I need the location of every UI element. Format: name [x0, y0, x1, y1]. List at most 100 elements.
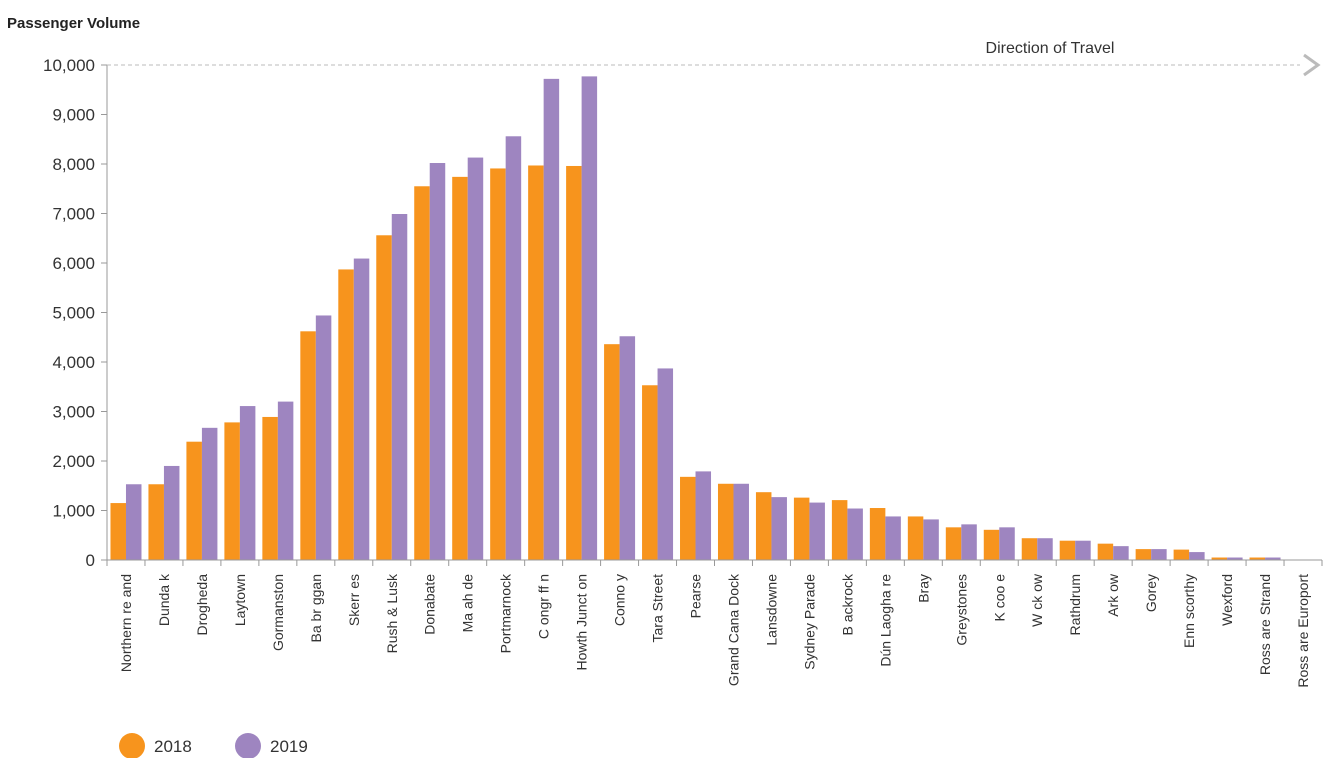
x-tick-label: Rathdrum	[1067, 574, 1083, 635]
bar-2019-27	[1113, 546, 1129, 560]
x-tick-label: Pearse	[688, 574, 704, 619]
y-tick-label: 9,000	[52, 106, 95, 125]
bar-2018-10	[452, 176, 468, 560]
bar-2018-30	[1211, 557, 1228, 560]
bar-2019-10	[467, 157, 484, 560]
y-tick-label: 8,000	[52, 155, 95, 174]
bar-2019-15	[657, 368, 674, 560]
x-tick-label: Bray	[915, 574, 931, 603]
x-tick-label: K coo e	[991, 574, 1007, 622]
x-tick-label: Laytown	[232, 574, 248, 626]
x-tick-label: Howth Junct on	[574, 574, 590, 671]
bar-2018-29	[1173, 549, 1190, 560]
y-tick-label: 2,000	[52, 452, 95, 471]
y-tick-label: 3,000	[52, 403, 95, 422]
bar-2018-19	[793, 497, 810, 560]
x-tick-label: Dún Laogha re	[877, 574, 893, 667]
bar-2019-3	[201, 427, 218, 560]
bar-2018-8	[376, 235, 392, 560]
y-tick-label: 1,000	[52, 502, 95, 521]
bar-2018-13	[566, 165, 582, 561]
y-tick-label: 7,000	[52, 205, 95, 224]
x-tick-label: Drogheda	[194, 574, 210, 636]
bar-2019-26	[1075, 540, 1091, 560]
x-tick-label: Ark ow	[1105, 573, 1121, 617]
x-tick-label: Gorey	[1143, 574, 1159, 612]
bar-2019-30	[1227, 557, 1243, 560]
bar-2018-24	[983, 529, 1000, 560]
bar-2019-2	[163, 465, 180, 560]
bar-2019-1	[125, 484, 142, 560]
bar-2018-20	[831, 500, 848, 560]
bar-2019-16	[695, 471, 712, 560]
legend-label-2019: 2019	[270, 737, 308, 756]
bar-2019-22	[923, 519, 939, 560]
bar-2018-15	[642, 385, 658, 560]
x-tick-label: Ross are Europort	[1295, 574, 1311, 688]
bar-2018-21	[869, 508, 886, 560]
bar-2019-11	[505, 136, 522, 560]
bar-2019-9	[429, 163, 446, 560]
bar-2018-3	[186, 441, 202, 560]
x-tick-label: B ackrock	[839, 573, 855, 635]
bar-2019-14	[619, 336, 636, 560]
x-tick-label: Gormanston	[270, 574, 286, 651]
x-tick-label: Conno y	[612, 574, 628, 626]
y-tick-label: 5,000	[52, 304, 95, 323]
x-tick-label: Enn scorthy	[1181, 574, 1197, 648]
x-tick-label: Ba br ggan	[308, 574, 324, 643]
bar-2018-25	[1021, 538, 1038, 560]
bar-2018-5	[262, 416, 278, 560]
bar-2019-5	[277, 401, 294, 560]
bar-2018-26	[1059, 540, 1076, 560]
bar-2019-6	[315, 315, 332, 560]
x-tick-label: Lansdowne	[763, 574, 779, 646]
x-tick-label: Portmarnock	[498, 573, 514, 653]
bar-2019-21	[885, 516, 901, 560]
bar-2019-19	[809, 502, 825, 560]
bar-2019-12	[543, 78, 560, 561]
bar-2018-12	[528, 165, 544, 561]
legend-swatch-2018	[119, 733, 145, 758]
direction-arrow-icon	[1303, 53, 1321, 77]
x-tick-label: Skerr es	[346, 574, 362, 626]
bar-2018-2	[148, 484, 164, 560]
x-tick-label: Greystones	[953, 574, 969, 646]
x-tick-label: Ross are Strand	[1257, 574, 1273, 675]
bar-2019-29	[1189, 552, 1205, 560]
bar-2019-24	[999, 527, 1015, 560]
bar-2018-1	[110, 503, 126, 560]
bar-2018-4	[224, 422, 240, 560]
y-tick-label: 0	[86, 551, 95, 570]
bar-2019-31	[1265, 557, 1281, 560]
x-tick-label: Grand Cana Dock	[725, 573, 741, 686]
bar-2018-17	[717, 483, 734, 560]
bar-2018-16	[680, 476, 696, 560]
legend: 2018 2019	[119, 733, 308, 758]
x-axis-ticks: Northern re and Dunda k Drogheda Laytown Gor…	[106, 560, 1323, 688]
bar-2018-23	[945, 527, 962, 560]
bar-2018-11	[490, 168, 506, 560]
direction-of-travel-label: Direction of Travel	[986, 40, 1115, 57]
bar-2018-6	[300, 331, 316, 560]
bar-2019-18	[771, 497, 787, 560]
bar-2019-17	[733, 483, 749, 560]
x-tick-label: Donabate	[422, 574, 438, 635]
x-tick-label: Tara Street	[650, 574, 666, 643]
legend-swatch-2019	[235, 733, 261, 758]
bar-2019-23	[961, 524, 977, 560]
bar-2019-25	[1037, 538, 1053, 560]
x-tick-label: W ck ow	[1029, 573, 1045, 627]
bar-2018-27	[1097, 543, 1114, 560]
bar-2019-8	[391, 214, 408, 560]
y-axis-label: Passenger Volume	[7, 15, 140, 32]
bars	[110, 76, 1281, 561]
bar-2019-4	[239, 406, 256, 560]
bar-2019-7	[353, 258, 370, 560]
x-tick-label: Ma ah de	[460, 574, 476, 633]
legend-label-2018: 2018	[154, 737, 192, 756]
bar-2018-18	[755, 492, 772, 560]
x-tick-label: Rush & Lusk	[384, 573, 400, 653]
y-tick-label: 6,000	[52, 254, 95, 273]
x-tick-label: Dunda k	[156, 573, 172, 626]
